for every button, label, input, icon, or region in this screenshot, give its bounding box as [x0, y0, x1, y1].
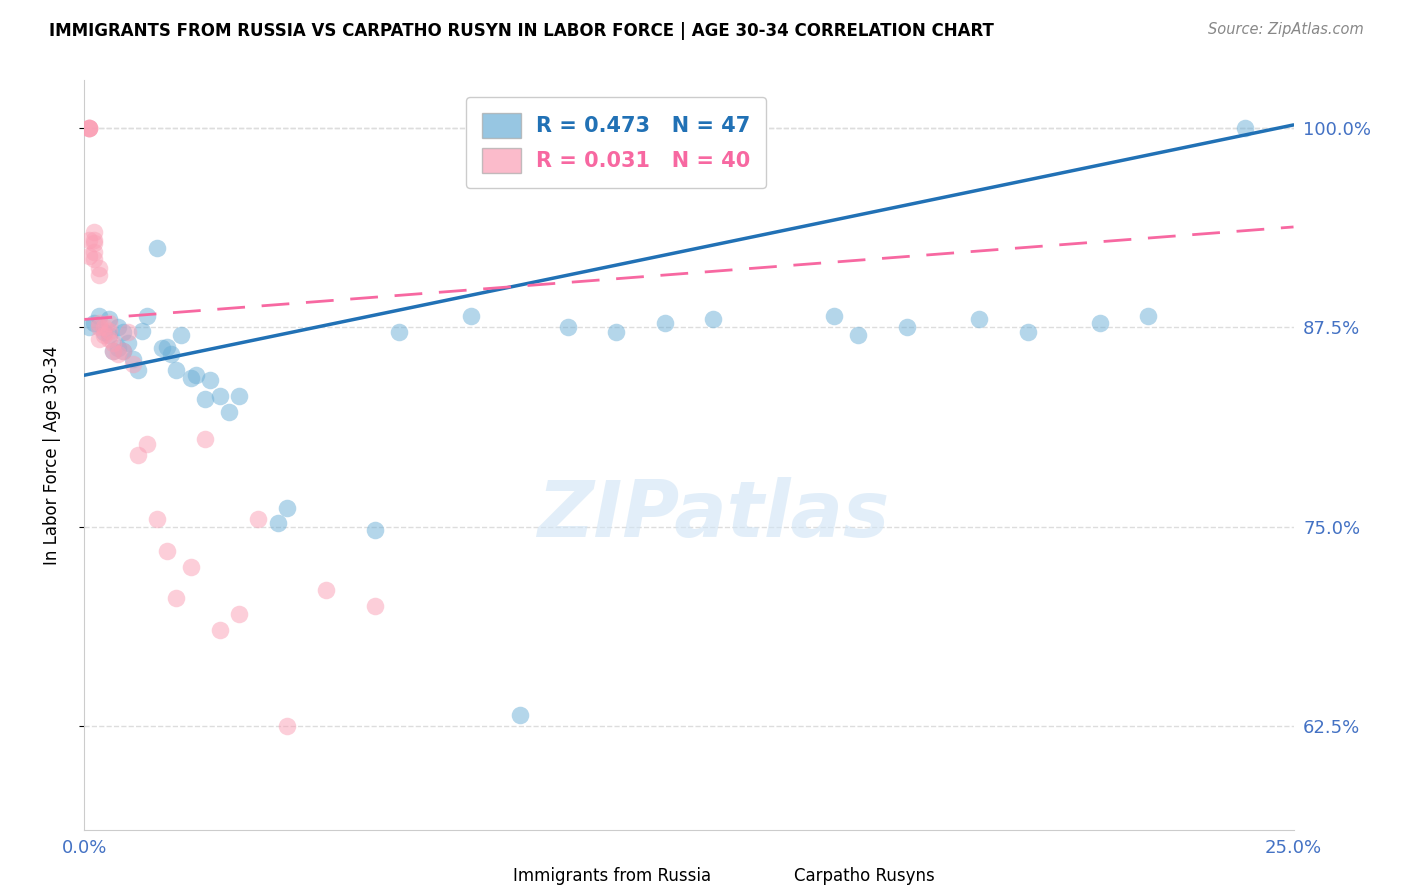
Point [208, 389, 231, 403]
Point [1234, 121, 1257, 136]
Point [276, 500, 298, 515]
Point [1017, 325, 1039, 339]
Point [509, 707, 531, 722]
Point [228, 389, 250, 403]
Point [315, 583, 337, 598]
Text: ZIPatlas: ZIPatlas [537, 477, 889, 553]
Point [87, 261, 110, 276]
Point [218, 405, 240, 419]
Point [77, 121, 100, 136]
Point [107, 347, 129, 361]
Point [180, 559, 202, 574]
Point [194, 432, 217, 446]
Point [388, 325, 411, 339]
Text: Carpatho Rusyns: Carpatho Rusyns [794, 867, 935, 885]
Point [363, 599, 385, 614]
Point [702, 312, 724, 326]
Text: Source: ZipAtlas.com: Source: ZipAtlas.com [1208, 22, 1364, 37]
Point [460, 310, 482, 324]
Point [136, 310, 159, 324]
Point [87, 316, 110, 330]
Point [605, 325, 627, 339]
Point [823, 310, 845, 324]
Point [146, 511, 169, 525]
Point [93, 325, 115, 339]
Point [77, 233, 100, 247]
Point [363, 523, 385, 537]
Point [198, 373, 221, 387]
Point [112, 325, 135, 339]
Point [654, 316, 676, 330]
Point [83, 245, 105, 260]
Point [131, 324, 153, 338]
Point [87, 332, 110, 346]
Point [180, 371, 202, 385]
Point [77, 249, 100, 263]
Point [112, 344, 135, 359]
Point [121, 352, 143, 367]
Point [194, 392, 217, 406]
Y-axis label: In Labor Force | Age 30-34: In Labor Force | Age 30-34 [42, 345, 60, 565]
Point [107, 341, 129, 355]
Point [97, 328, 120, 343]
Point [155, 339, 177, 353]
Point [165, 591, 187, 606]
Legend: R = 0.473   N = 47, R = 0.031   N = 40: R = 0.473 N = 47, R = 0.031 N = 40 [467, 97, 766, 188]
Point [83, 235, 105, 250]
Point [121, 357, 143, 371]
Point [103, 344, 125, 359]
Point [228, 607, 250, 622]
Point [83, 252, 105, 266]
Point [557, 320, 579, 334]
Point [170, 328, 193, 343]
Point [127, 363, 149, 377]
Point [117, 336, 139, 351]
Point [77, 121, 100, 136]
Point [112, 344, 135, 359]
Point [136, 436, 159, 450]
Point [77, 320, 100, 334]
Point [247, 511, 270, 525]
Point [103, 344, 125, 359]
Point [93, 328, 115, 343]
Point [160, 347, 183, 361]
Point [165, 363, 187, 377]
Point [83, 225, 105, 239]
Point [97, 332, 120, 346]
Text: IMMIGRANTS FROM RUSSIA VS CARPATHO RUSYN IN LABOR FORCE | AGE 30-34 CORRELATION : IMMIGRANTS FROM RUSSIA VS CARPATHO RUSYN… [49, 22, 994, 40]
Point [87, 268, 110, 282]
Point [127, 448, 149, 462]
Point [97, 324, 120, 338]
Point [155, 543, 177, 558]
Point [967, 312, 990, 326]
Point [150, 341, 173, 355]
Point [267, 516, 290, 531]
Point [77, 121, 100, 136]
Point [83, 233, 105, 247]
Point [146, 241, 169, 255]
Point [87, 320, 110, 334]
Point [208, 624, 231, 638]
Point [1088, 316, 1111, 330]
Text: Immigrants from Russia: Immigrants from Russia [513, 867, 711, 885]
Point [77, 121, 100, 136]
Point [97, 316, 120, 330]
Point [93, 320, 115, 334]
Point [846, 328, 869, 343]
Point [1137, 310, 1160, 324]
Point [87, 310, 110, 324]
Point [117, 325, 139, 339]
Point [83, 316, 105, 330]
Point [896, 320, 918, 334]
Point [107, 320, 129, 334]
Point [103, 336, 125, 351]
Point [184, 368, 207, 383]
Point [276, 719, 298, 733]
Point [97, 312, 120, 326]
